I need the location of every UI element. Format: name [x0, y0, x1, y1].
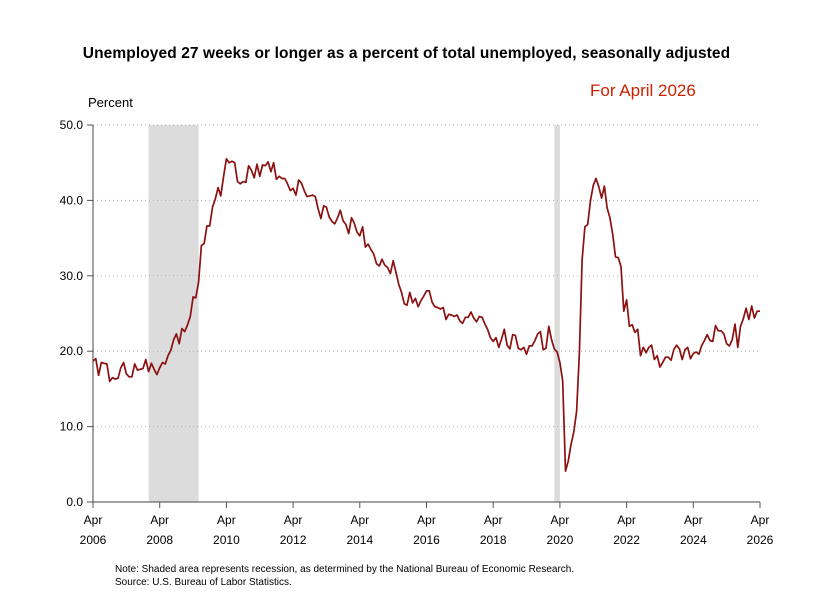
- recession-note: Note: Shaded area represents recession, …: [115, 564, 575, 575]
- y-tick-label: 0.0: [66, 495, 83, 509]
- x-tick-year: 2018: [480, 533, 507, 547]
- x-tick-year: 2024: [680, 533, 707, 547]
- y-tick-label: 20.0: [60, 344, 84, 358]
- x-tick-year: 2008: [146, 533, 173, 547]
- x-tick-month: Apr: [417, 513, 436, 527]
- series-line-1: [92, 158, 760, 472]
- x-tick-year: 2012: [280, 533, 307, 547]
- y-tick-label: 30.0: [60, 269, 84, 283]
- x-tick-year: 2026: [747, 533, 774, 547]
- x-tick-month: Apr: [684, 513, 703, 527]
- x-tick-month: Apr: [217, 513, 236, 527]
- x-tick-year: 2010: [213, 533, 240, 547]
- x-tick-year: 2014: [346, 533, 373, 547]
- x-tick-year: 2016: [413, 533, 440, 547]
- y-tick-label: 50.0: [60, 118, 84, 132]
- chart-subtitle: For April 2026: [590, 81, 696, 100]
- source-note: Source: U.S. Bureau of Labor Statistics.: [115, 577, 292, 588]
- y-tick-label: 40.0: [60, 193, 84, 207]
- recession-band-2: [554, 125, 560, 502]
- x-tick-month: Apr: [284, 513, 303, 527]
- y-tick-label: 10.0: [60, 420, 84, 434]
- x-tick-month: Apr: [150, 513, 169, 527]
- x-tick-month: Apr: [484, 513, 503, 527]
- x-tick-year: 2022: [613, 533, 640, 547]
- chart-notes: Note: Shaded area represents recession, …: [115, 563, 574, 589]
- x-tick-month: Apr: [551, 513, 570, 527]
- x-tick-year: 2020: [547, 533, 574, 547]
- chart-title: Unemployed 27 weeks or longer as a perce…: [82, 45, 731, 62]
- x-tick-month: Apr: [350, 513, 369, 527]
- x-tick-year: 2006: [80, 533, 107, 547]
- x-tick-month: Apr: [751, 513, 770, 527]
- y-axis-label: Percent: [88, 95, 133, 110]
- x-tick-month: Apr: [84, 513, 103, 527]
- x-tick-month: Apr: [617, 513, 636, 527]
